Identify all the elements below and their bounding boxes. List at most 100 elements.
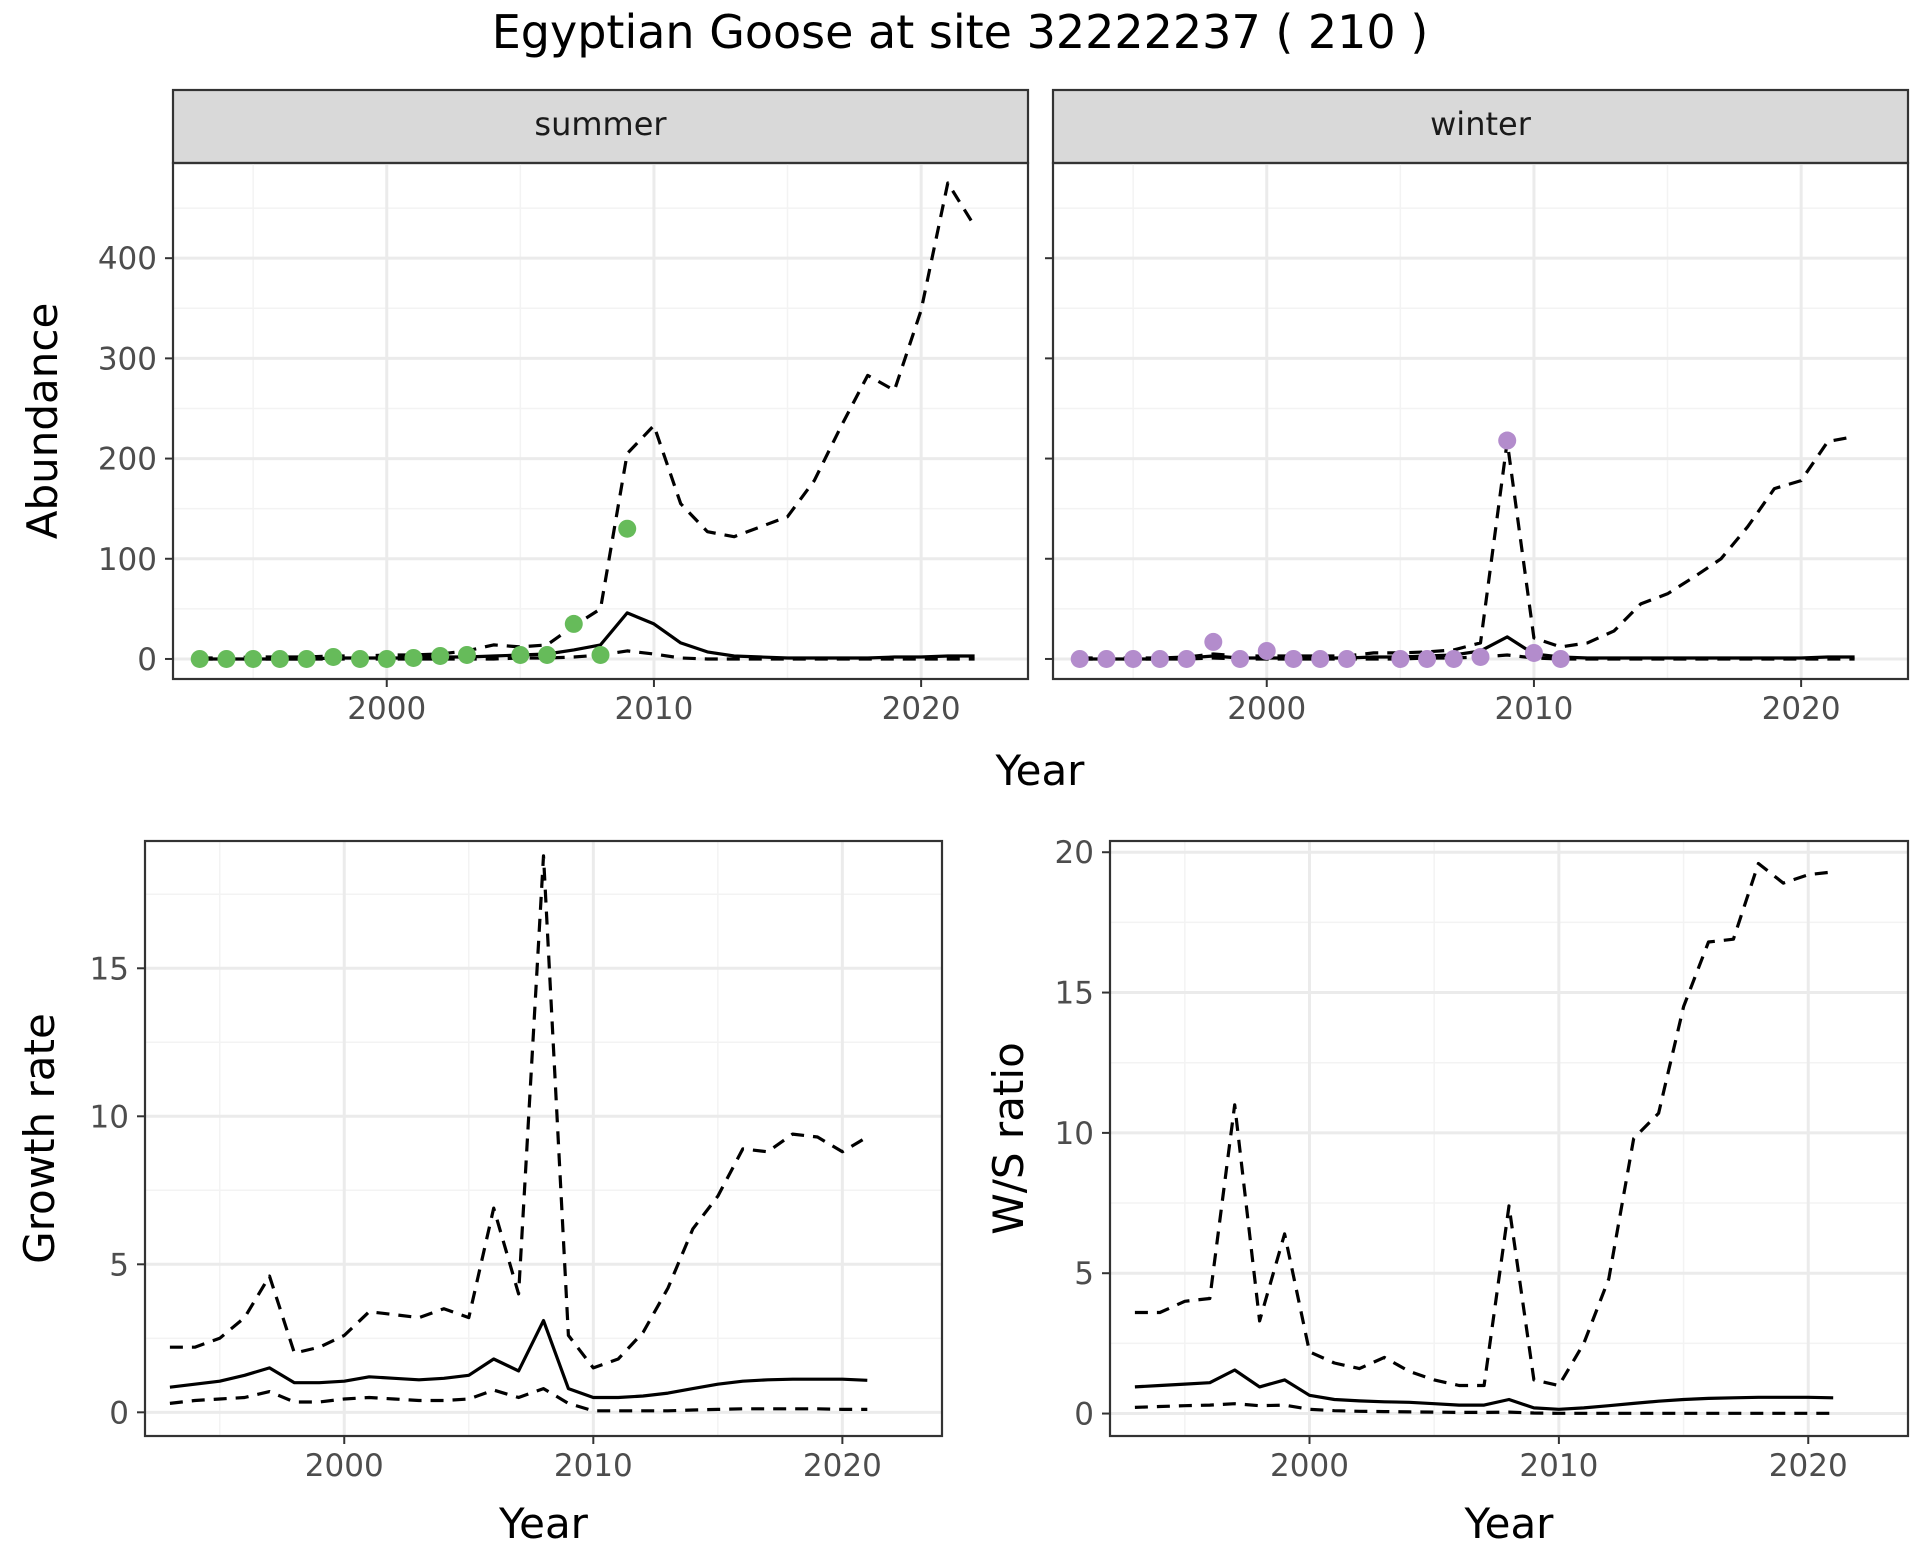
growth-rate-chart: 2000 2010 2020 0 5 10 15 Year Growth rate (15, 839, 944, 1548)
series-group (169, 854, 869, 1413)
data-point-observed (564, 614, 583, 633)
y-tick-label: 0 (1074, 1397, 1094, 1433)
data-point-observed (297, 649, 316, 668)
y-tick-label: 5 (109, 1247, 129, 1283)
data-point-observed (618, 519, 637, 538)
series-line-lower (1134, 1402, 1834, 1415)
data-point-observed (1124, 649, 1143, 668)
data-point-observed (1551, 649, 1570, 668)
data-point-observed (217, 649, 236, 668)
series-group (1070, 431, 1855, 668)
panel-border (171, 161, 1030, 681)
y-tick-label: 5 (1074, 1256, 1094, 1292)
gridlines (173, 163, 1028, 679)
y-tick-label: 20 (1055, 835, 1094, 871)
data-point-observed (1150, 649, 1169, 668)
data-point-observed (1231, 649, 1250, 668)
data-point-observed (1444, 649, 1463, 668)
data-point-observed (1418, 649, 1437, 668)
data-point-observed (404, 648, 423, 667)
x-tick-label: 2000 (347, 691, 426, 727)
y-axis-title: W/S ratio (984, 1042, 1033, 1235)
x-tick-label: 2000 (1227, 691, 1306, 727)
data-point-observed (1070, 649, 1089, 668)
data-point-observed (1391, 649, 1410, 668)
y-tick-label: 400 (98, 241, 157, 277)
series-line-upper (1134, 861, 1834, 1388)
data-point-observed (1471, 647, 1490, 666)
series-line-lower (199, 649, 975, 661)
y-tick-label: 10 (1055, 1116, 1094, 1152)
x-tick-label: 2020 (1762, 691, 1841, 727)
panel-border (143, 839, 944, 1438)
data-point-observed (1177, 649, 1196, 668)
data-point-observed (1257, 641, 1276, 660)
data-point-observed (1337, 649, 1356, 668)
series-line-lower (1079, 653, 1855, 661)
data-point-observed (270, 649, 289, 668)
y-axis-title: Growth rate (15, 1013, 64, 1264)
facet-strip-label-summer: summer (534, 105, 667, 143)
abundance-panel-summer: 2000 2010 2020 0 100 200 300 400 (98, 161, 1030, 727)
x-tick-label: 2010 (614, 691, 693, 727)
x-tick-label: 2010 (1519, 1448, 1598, 1484)
series-line-upper (199, 181, 976, 660)
x-tick-label: 2020 (1769, 1448, 1848, 1484)
data-point-observed (1498, 431, 1517, 450)
facet-strip-winter (1051, 88, 1910, 165)
abundance-chart: summer 2000 2010 2020 0 100 200 300 400 winter 200… (18, 88, 1910, 795)
x-tick-label: 2000 (1270, 1448, 1349, 1484)
series-line-upper (169, 854, 869, 1370)
y-tick-label: 200 (98, 442, 157, 478)
y-tick-label: 300 (98, 341, 157, 377)
data-point-observed (538, 645, 557, 664)
x-tick-label: 2020 (882, 691, 961, 727)
abundance-panel-winter: 2000 2010 2020 (1045, 161, 1910, 727)
data-point-observed (377, 649, 396, 668)
data-point-observed (1204, 632, 1223, 651)
facet-strip-label-winter: winter (1430, 105, 1532, 143)
data-point-observed (1284, 649, 1303, 668)
x-axis-title: Year (1464, 1499, 1555, 1548)
gridlines (1110, 841, 1908, 1436)
data-point-observed (591, 645, 610, 664)
data-point-observed (457, 645, 476, 664)
data-point-observed (431, 646, 450, 665)
y-tick-label: 15 (90, 951, 129, 987)
growth-rate-panel: 2000 2010 2020 0 5 10 15 (90, 839, 944, 1484)
facet-strip-summer (171, 88, 1030, 165)
data-point-observed (1311, 649, 1330, 668)
data-point-observed (324, 647, 343, 666)
x-tick-label: 2000 (305, 1448, 384, 1484)
y-tick-label: 10 (90, 1099, 129, 1135)
series-line-lower (169, 1387, 868, 1413)
x-axis-title: Year (995, 746, 1086, 795)
y-tick-label: 0 (109, 1395, 129, 1431)
data-point-observed (1097, 649, 1116, 668)
x-tick-label: 2020 (803, 1448, 882, 1484)
y-tick-label: 0 (137, 642, 157, 678)
series-group (1134, 861, 1834, 1415)
x-axis-title: Year (498, 1499, 589, 1548)
data-point-observed (351, 649, 370, 668)
series-line-estimate (169, 1319, 868, 1400)
panel-border (1051, 161, 1910, 681)
data-point-observed (244, 649, 263, 668)
panel-border (1108, 839, 1910, 1438)
x-tick-label: 2010 (1494, 691, 1573, 727)
y-tick-label: 15 (1055, 976, 1094, 1012)
y-axis-title: Abundance (18, 303, 67, 540)
x-tick-label: 2010 (554, 1448, 633, 1484)
ws-ratio-chart: 2000 2010 2020 0 5 10 15 20 Year W/S ratio (984, 835, 1910, 1548)
ws-ratio-panel: 2000 2010 2020 0 5 10 15 20 (1055, 835, 1910, 1484)
y-tick-label: 100 (98, 542, 157, 578)
data-point-observed (511, 645, 530, 664)
figure-title: Egyptian Goose at site 32222237 ( 210 ) (492, 5, 1429, 59)
data-point-observed (190, 649, 209, 668)
series-group (190, 181, 976, 668)
series-line-estimate (1134, 1368, 1834, 1411)
data-point-observed (1524, 643, 1543, 662)
